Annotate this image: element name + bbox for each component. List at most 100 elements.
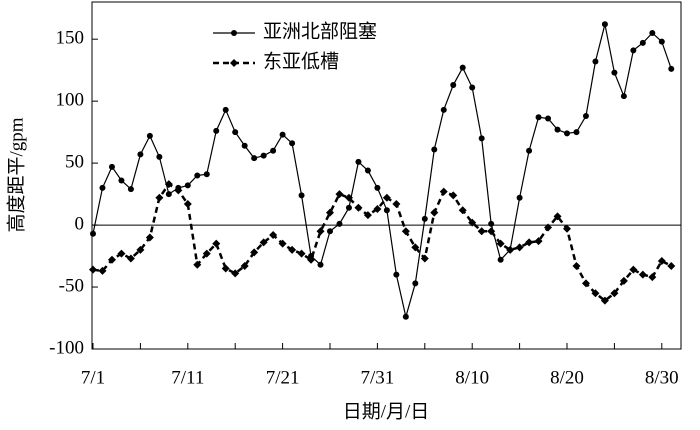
y-tick-label: 100 bbox=[56, 90, 85, 111]
point bbox=[411, 243, 420, 252]
point bbox=[657, 257, 666, 266]
point bbox=[336, 220, 343, 227]
point bbox=[383, 207, 390, 214]
point bbox=[316, 227, 325, 236]
point bbox=[629, 265, 638, 274]
point bbox=[335, 190, 344, 199]
point bbox=[506, 245, 515, 254]
point bbox=[496, 239, 505, 248]
point bbox=[231, 269, 240, 278]
point bbox=[601, 21, 608, 28]
point bbox=[592, 58, 599, 65]
point bbox=[630, 47, 637, 54]
point bbox=[222, 106, 229, 113]
point bbox=[591, 289, 600, 298]
point bbox=[563, 224, 571, 233]
point bbox=[412, 280, 419, 287]
point bbox=[289, 140, 296, 147]
point bbox=[278, 239, 287, 248]
point bbox=[535, 114, 542, 121]
point bbox=[174, 186, 183, 195]
legend-label: 东亚低槽 bbox=[263, 50, 339, 72]
point bbox=[165, 191, 172, 198]
point bbox=[658, 38, 665, 45]
point bbox=[107, 255, 116, 264]
point bbox=[202, 249, 211, 258]
point bbox=[392, 200, 401, 209]
point bbox=[545, 115, 552, 122]
point bbox=[241, 142, 248, 149]
point bbox=[127, 186, 134, 193]
point bbox=[401, 227, 410, 236]
point bbox=[393, 271, 400, 278]
point bbox=[450, 82, 457, 89]
point bbox=[364, 167, 371, 174]
point bbox=[137, 151, 144, 158]
x-tick-label: 7/1 bbox=[81, 367, 105, 388]
point bbox=[458, 206, 467, 215]
y-tick-label: -50 bbox=[59, 275, 84, 296]
point bbox=[155, 193, 164, 202]
y-tick-label: -100 bbox=[49, 337, 84, 358]
point bbox=[525, 238, 534, 247]
point bbox=[581, 279, 590, 288]
point bbox=[184, 182, 191, 189]
point bbox=[146, 132, 153, 139]
x-tick-label: 7/31 bbox=[361, 367, 395, 388]
point bbox=[638, 270, 647, 279]
legend-label: 亚洲北部阻塞 bbox=[263, 20, 377, 42]
point bbox=[260, 152, 267, 159]
plot-frame bbox=[91, 1, 682, 350]
point bbox=[440, 106, 447, 113]
point bbox=[345, 204, 352, 211]
point bbox=[516, 194, 523, 201]
point bbox=[488, 220, 495, 227]
point bbox=[297, 249, 306, 258]
point bbox=[183, 200, 192, 209]
point bbox=[554, 126, 561, 133]
point bbox=[459, 64, 466, 71]
point bbox=[610, 289, 619, 298]
x-axis-label: 日期/月/日 bbox=[343, 400, 430, 422]
point bbox=[117, 249, 126, 258]
point bbox=[477, 227, 486, 236]
point bbox=[515, 243, 524, 252]
series-line bbox=[92, 24, 672, 317]
point bbox=[430, 208, 439, 217]
point bbox=[203, 171, 210, 178]
point bbox=[468, 218, 477, 227]
point bbox=[90, 230, 96, 237]
y-tick-label: 150 bbox=[56, 28, 85, 49]
point bbox=[269, 230, 278, 239]
point bbox=[344, 193, 353, 202]
point bbox=[164, 180, 173, 189]
point bbox=[126, 254, 135, 263]
point bbox=[279, 131, 286, 138]
point bbox=[99, 184, 106, 191]
point bbox=[402, 313, 409, 320]
point bbox=[649, 29, 656, 36]
point bbox=[327, 228, 333, 235]
point bbox=[374, 184, 381, 191]
point bbox=[478, 135, 485, 142]
point bbox=[89, 265, 97, 274]
point bbox=[667, 261, 676, 270]
point bbox=[497, 256, 504, 263]
point bbox=[108, 163, 115, 170]
point bbox=[431, 146, 438, 153]
point bbox=[573, 129, 580, 136]
y-axis-label: 高度距平/gpm bbox=[5, 117, 27, 232]
point bbox=[553, 212, 562, 221]
point bbox=[648, 273, 657, 282]
series-line bbox=[92, 182, 672, 303]
point bbox=[259, 238, 268, 247]
y-tick-label: 50 bbox=[65, 151, 84, 172]
point bbox=[469, 84, 476, 91]
point bbox=[118, 177, 125, 184]
point bbox=[534, 237, 543, 246]
point bbox=[298, 192, 305, 199]
point bbox=[250, 248, 259, 257]
point bbox=[373, 204, 382, 213]
point bbox=[619, 276, 628, 285]
